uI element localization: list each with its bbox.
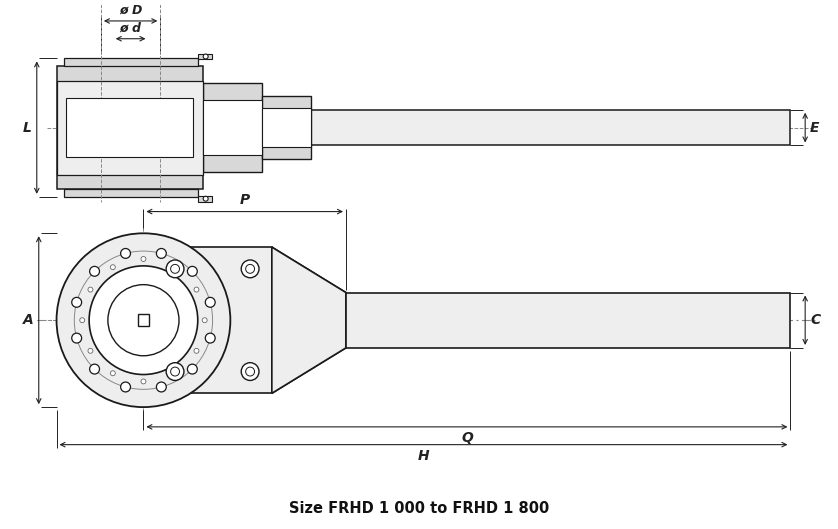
Bar [198,196,212,202]
Circle shape [188,267,197,276]
Circle shape [72,333,81,343]
Circle shape [108,285,179,356]
Bar [56,81,203,175]
Bar [198,53,212,59]
Bar [262,96,312,159]
Bar [153,247,272,393]
Bar [65,59,198,66]
Circle shape [246,264,255,273]
Text: A: A [23,313,34,327]
Text: ø d: ø d [120,22,142,35]
Circle shape [172,264,177,270]
Circle shape [241,363,259,380]
Text: Size FRHD 1 000 to FRHD 1 800: Size FRHD 1 000 to FRHD 1 800 [289,501,549,516]
Text: ø D: ø D [119,4,142,17]
Circle shape [188,364,197,374]
Circle shape [166,363,184,380]
Bar [312,110,790,145]
Circle shape [246,367,255,376]
Circle shape [56,233,230,407]
Circle shape [203,196,208,201]
Circle shape [141,257,146,261]
Bar [262,108,312,148]
Circle shape [88,349,93,353]
Circle shape [157,382,166,392]
Bar [203,83,262,172]
Text: E: E [810,121,820,134]
Text: P: P [240,193,250,207]
Circle shape [171,264,179,273]
Bar [65,189,198,197]
Circle shape [203,54,208,59]
Circle shape [80,318,85,323]
Circle shape [166,260,184,278]
Text: C: C [810,313,820,327]
Circle shape [90,364,100,374]
Circle shape [205,297,215,307]
Circle shape [88,287,93,292]
Circle shape [241,260,259,278]
Bar [203,100,262,156]
Circle shape [171,367,179,376]
Circle shape [141,379,146,384]
Circle shape [194,287,199,292]
Bar [56,66,203,189]
Circle shape [89,266,198,375]
Text: L: L [23,121,32,134]
Bar [66,98,193,157]
Circle shape [121,249,131,258]
Circle shape [111,264,116,270]
Circle shape [90,267,100,276]
Circle shape [202,318,207,323]
Circle shape [205,333,215,343]
Circle shape [111,371,116,376]
Circle shape [172,371,177,376]
Text: H: H [417,449,429,462]
Bar [346,293,790,348]
Bar [137,314,149,326]
Polygon shape [272,247,346,393]
Circle shape [72,297,81,307]
Circle shape [157,249,166,258]
Circle shape [194,349,199,353]
Circle shape [121,382,131,392]
Text: Q: Q [461,431,473,445]
